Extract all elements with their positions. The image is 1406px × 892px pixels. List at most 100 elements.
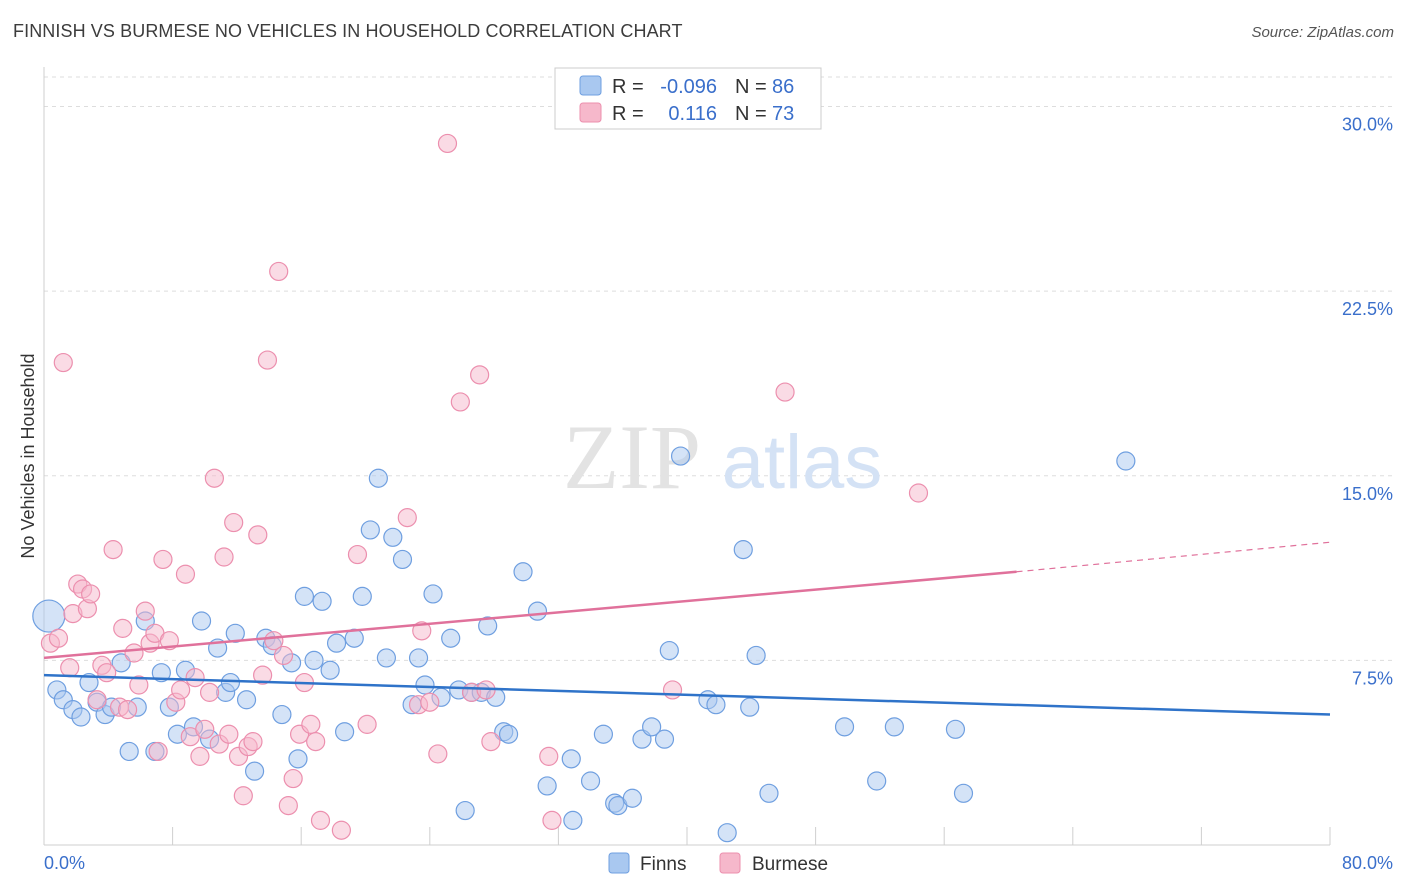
series-legend-swatch-burmese	[719, 852, 741, 874]
finns-point	[945, 719, 966, 739]
burmese-point	[214, 547, 234, 567]
finns-point	[561, 749, 581, 769]
burmese-point	[113, 618, 133, 638]
legend-finns-r-label: R =	[612, 76, 644, 98]
burmese-point	[306, 732, 326, 752]
burmese-point	[129, 675, 149, 695]
finns-point	[834, 717, 855, 737]
finns-point	[236, 690, 257, 710]
legend-burmese-n-value: 73	[772, 103, 794, 125]
burmese-point	[662, 680, 683, 700]
legend-swatch-burmese	[579, 102, 602, 123]
y-axis-title: No Vehicles in Household	[18, 353, 38, 558]
finns-point	[288, 749, 308, 769]
burmese-point	[481, 732, 501, 752]
finns-point	[272, 704, 292, 725]
finns-point	[740, 697, 760, 717]
burmese-point	[301, 714, 321, 734]
finns-point	[294, 586, 315, 606]
finns-point	[376, 648, 396, 668]
burmese-point	[283, 768, 303, 789]
trendlines	[43, 541, 1331, 716]
finns-point	[360, 520, 380, 540]
x-tick-label-max: 80.0%	[1342, 853, 1393, 873]
finns-point	[527, 601, 548, 621]
correlation-legend: R = -0.096 N = 86 R = 0.116 N = 73	[554, 67, 822, 130]
burmese-point	[253, 665, 273, 685]
finns-point	[383, 527, 403, 547]
burmese-point	[199, 682, 220, 702]
finns-point	[455, 800, 475, 821]
finns-point	[441, 628, 461, 648]
legend-burmese-r-value: 0.116	[668, 103, 717, 125]
finns-point	[513, 562, 533, 582]
finns-point	[759, 783, 779, 803]
legend-finns-n-value: 86	[772, 76, 794, 98]
burmese-point	[87, 690, 107, 710]
burmese-point	[171, 680, 191, 700]
burmese-point	[124, 643, 144, 663]
legend-burmese-r-label: R =	[612, 103, 644, 125]
watermark-atlas: atlas	[722, 420, 883, 505]
burmese-point	[224, 512, 244, 533]
burmese-trendline	[43, 570, 1017, 660]
finns-point	[32, 599, 66, 633]
burmese-points	[40, 133, 929, 840]
legend-burmese-n-label: N =	[735, 103, 767, 125]
finns-point	[368, 468, 388, 488]
legend-finns-n-label: N =	[735, 76, 767, 98]
burmese-point	[278, 796, 298, 816]
burmese-point	[233, 786, 253, 806]
burmese-point	[775, 382, 795, 402]
finns-point	[320, 660, 340, 680]
finns-point	[580, 771, 601, 791]
finns-point	[111, 653, 131, 673]
series-legend: Finns Burmese	[608, 852, 828, 875]
y-tick-label-2: 22.5%	[1342, 299, 1393, 319]
finns-point	[415, 675, 435, 695]
burmese-point	[908, 483, 929, 503]
burmese-point	[357, 714, 377, 734]
burmese-point	[243, 732, 263, 752]
burmese-point	[190, 746, 210, 766]
finns-point	[79, 672, 99, 693]
burmese-point	[428, 744, 448, 764]
finns-point	[622, 788, 642, 808]
burmese-point	[185, 668, 205, 688]
burmese-point	[248, 525, 268, 545]
finns-point	[659, 640, 679, 661]
finns-point	[733, 540, 753, 560]
finns-point	[191, 611, 212, 631]
series-legend-label-finns: Finns	[640, 854, 686, 875]
y-tick-label-3: 30.0%	[1342, 115, 1393, 135]
finns-point	[717, 823, 737, 843]
legend-finns-r-value: -0.096	[660, 76, 717, 98]
burmese-point	[135, 601, 155, 621]
x-tick-label-min: 0.0%	[44, 853, 85, 873]
burmese-point	[539, 746, 559, 766]
burmese-point	[60, 658, 80, 678]
finns-point	[119, 741, 139, 762]
y-axis-tick-labels: 7.5% 15.0% 22.5% 30.0%	[1342, 115, 1393, 689]
burmese-point	[450, 392, 470, 412]
burmese-point	[470, 365, 490, 385]
burmese-trendline-extension	[1016, 541, 1331, 573]
finns-point	[884, 717, 904, 737]
x-axis-ticks	[43, 827, 1331, 845]
watermark: ZIP atlas	[563, 406, 882, 508]
finns-point	[352, 586, 372, 606]
finns-point	[537, 776, 557, 796]
finns-point	[953, 783, 974, 803]
finns-point	[593, 724, 614, 744]
finns-point	[151, 663, 171, 683]
burmese-point	[175, 564, 196, 584]
burmese-point	[97, 663, 117, 683]
finns-point	[335, 722, 355, 742]
y-tick-label-0: 7.5%	[1352, 668, 1393, 688]
burmese-point	[420, 692, 440, 712]
chart-title: FINNISH VS BURMESE NO VEHICLES IN HOUSEH…	[13, 21, 683, 41]
burmese-point	[437, 133, 458, 154]
burmese-point	[412, 621, 432, 641]
finns-point	[867, 771, 887, 791]
finns-point	[654, 729, 675, 749]
